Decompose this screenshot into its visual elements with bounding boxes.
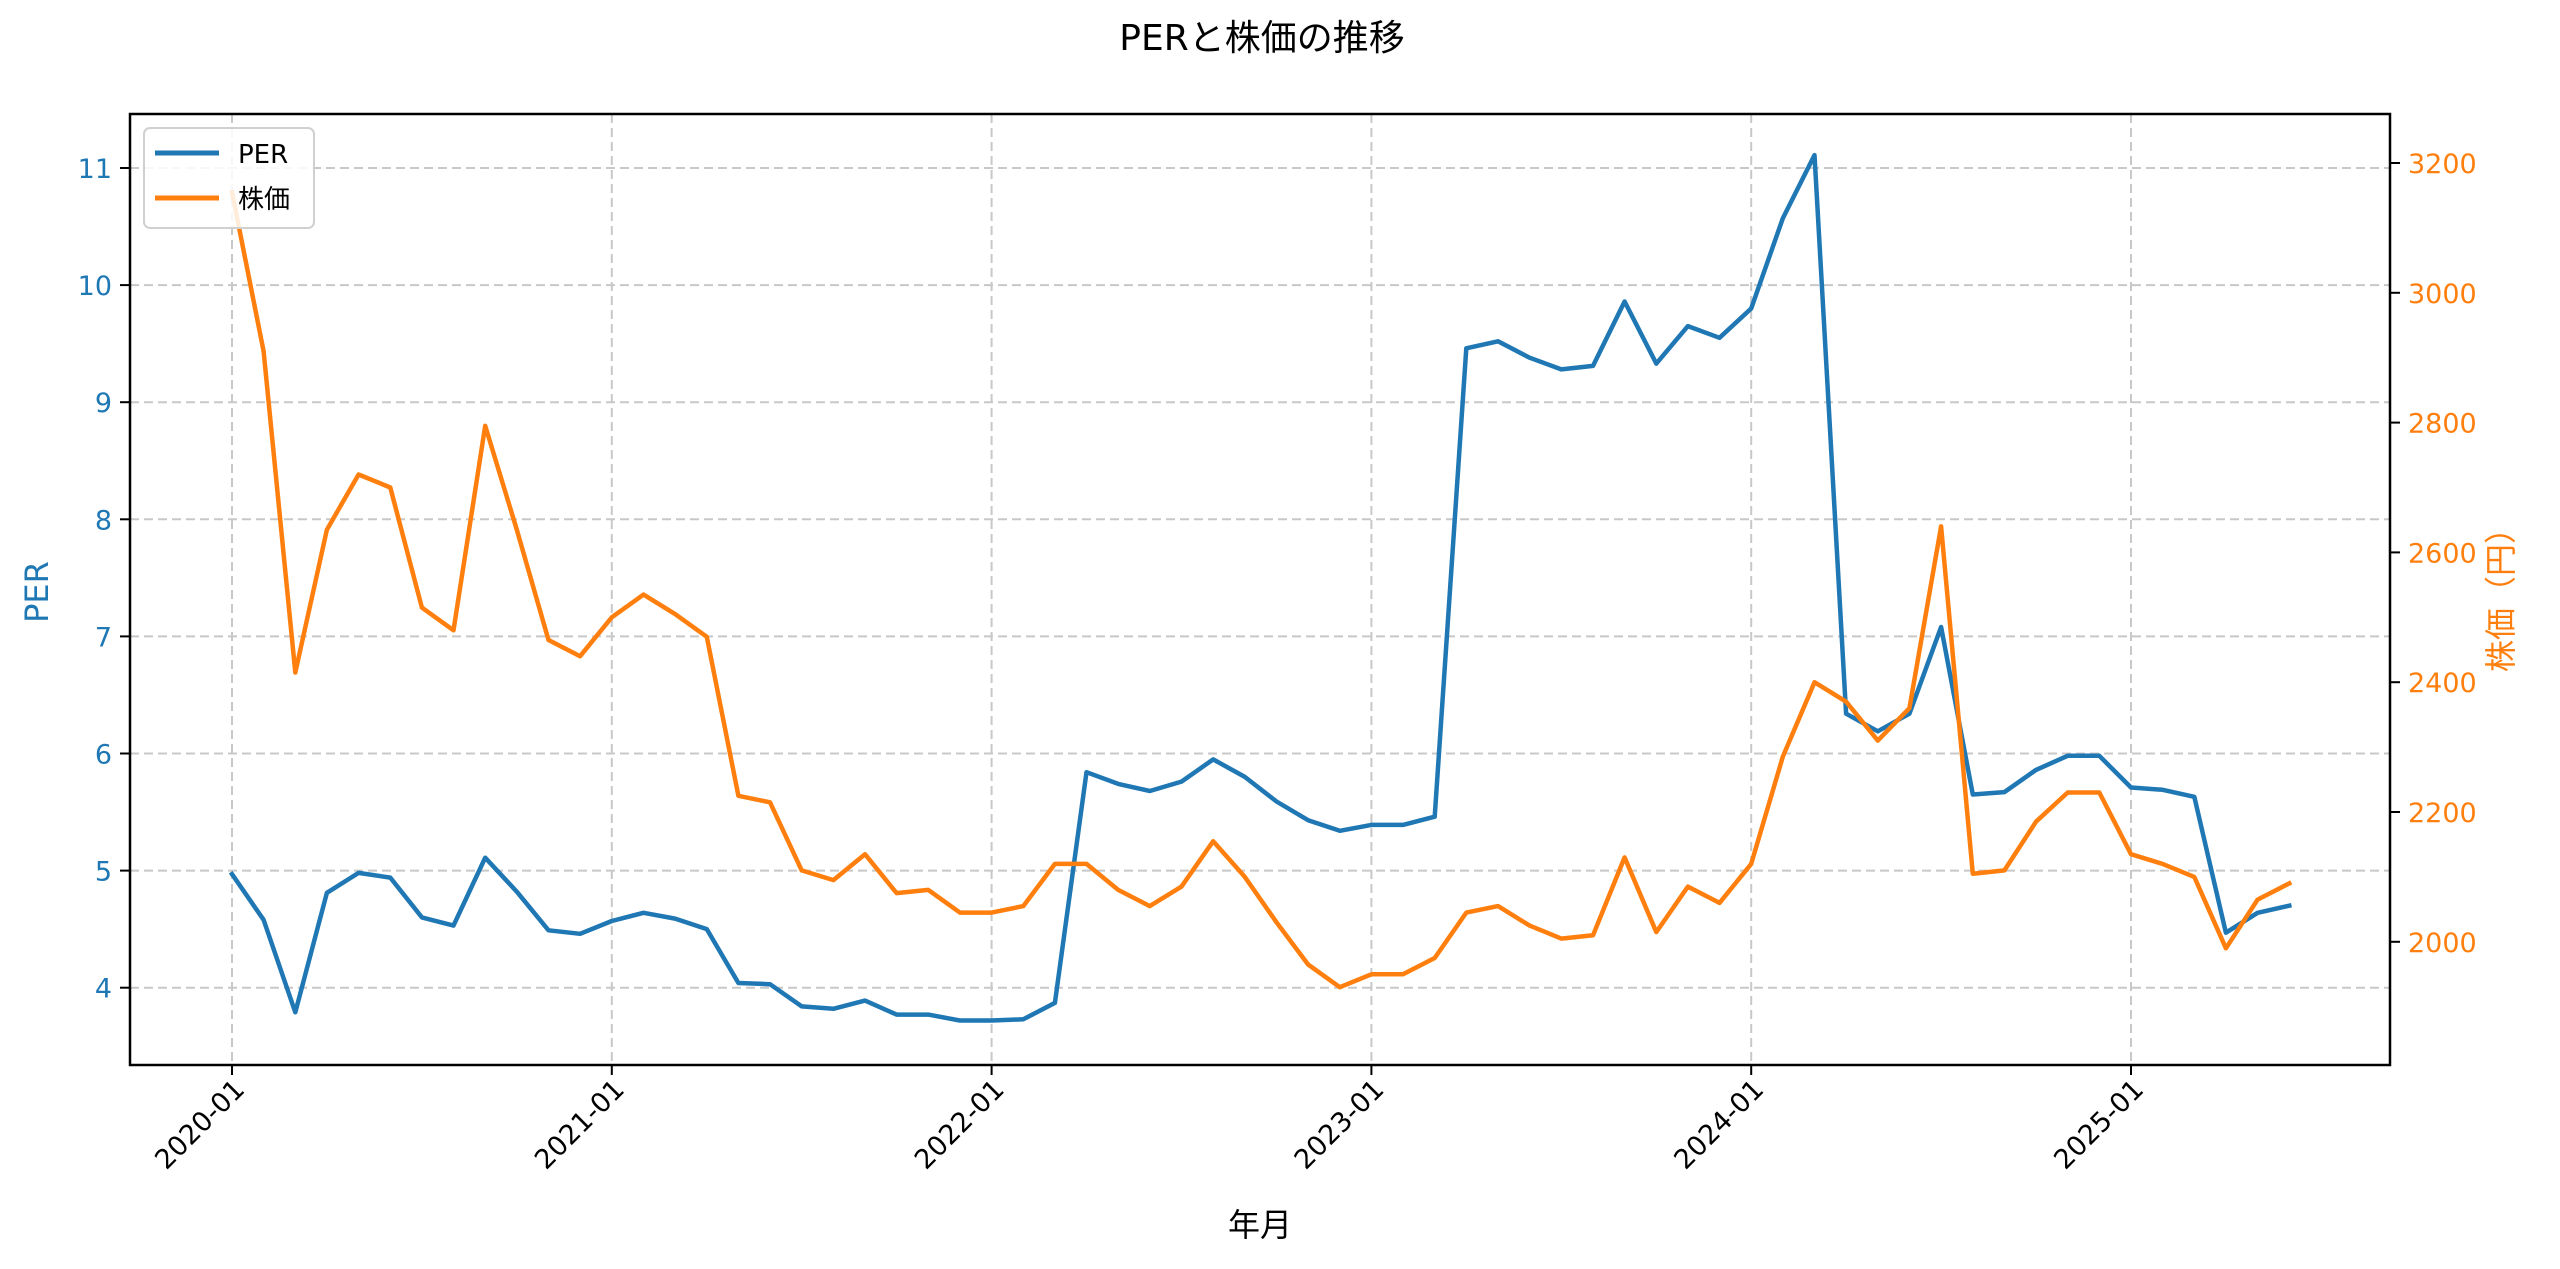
y2-tick-label: 2600	[2408, 538, 2477, 569]
legend-label-price: 株価	[238, 185, 290, 215]
y-tick-label: 6	[95, 740, 112, 771]
grid-lines	[130, 114, 2390, 1065]
y2-tick-label: 2800	[2408, 409, 2477, 440]
legend: PER 株価	[143, 127, 315, 229]
y-tick-label: 4	[95, 974, 112, 1005]
y-tick-label: 11	[78, 154, 112, 185]
y-tick-label: 9	[95, 388, 112, 419]
plot-area-frame	[128, 112, 2392, 1067]
y-tick-label: 10	[78, 271, 112, 302]
chart-title: PERと株価の推移	[1119, 18, 1404, 59]
y2-tick-label: 3200	[2408, 149, 2477, 180]
y-tick-label: 7	[95, 622, 112, 653]
y-axis-label: PER	[18, 561, 56, 623]
legend-label-per: PER	[238, 140, 288, 170]
per-line	[228, 152, 2292, 1023]
y-tick-label: 5	[95, 857, 112, 888]
y2-tick-label: 3000	[2408, 279, 2477, 310]
y-tick-label: 8	[95, 505, 112, 536]
y2-axis-label: 株価（円）	[2482, 512, 2520, 672]
price-line	[229, 189, 2293, 990]
x-axis-label: 年月	[1228, 1206, 1292, 1244]
y2-tick-label: 2200	[2408, 798, 2477, 829]
y2-tick-label: 2400	[2408, 668, 2477, 699]
right-y-axis: 2000 2200 2400 2600 2800 3000 3200	[2390, 149, 2477, 959]
series-lines	[228, 152, 2293, 1023]
left-y-axis: 4 5 6 7 8 9 10 11	[78, 154, 130, 1005]
y2-tick-label: 2000	[2408, 928, 2477, 959]
